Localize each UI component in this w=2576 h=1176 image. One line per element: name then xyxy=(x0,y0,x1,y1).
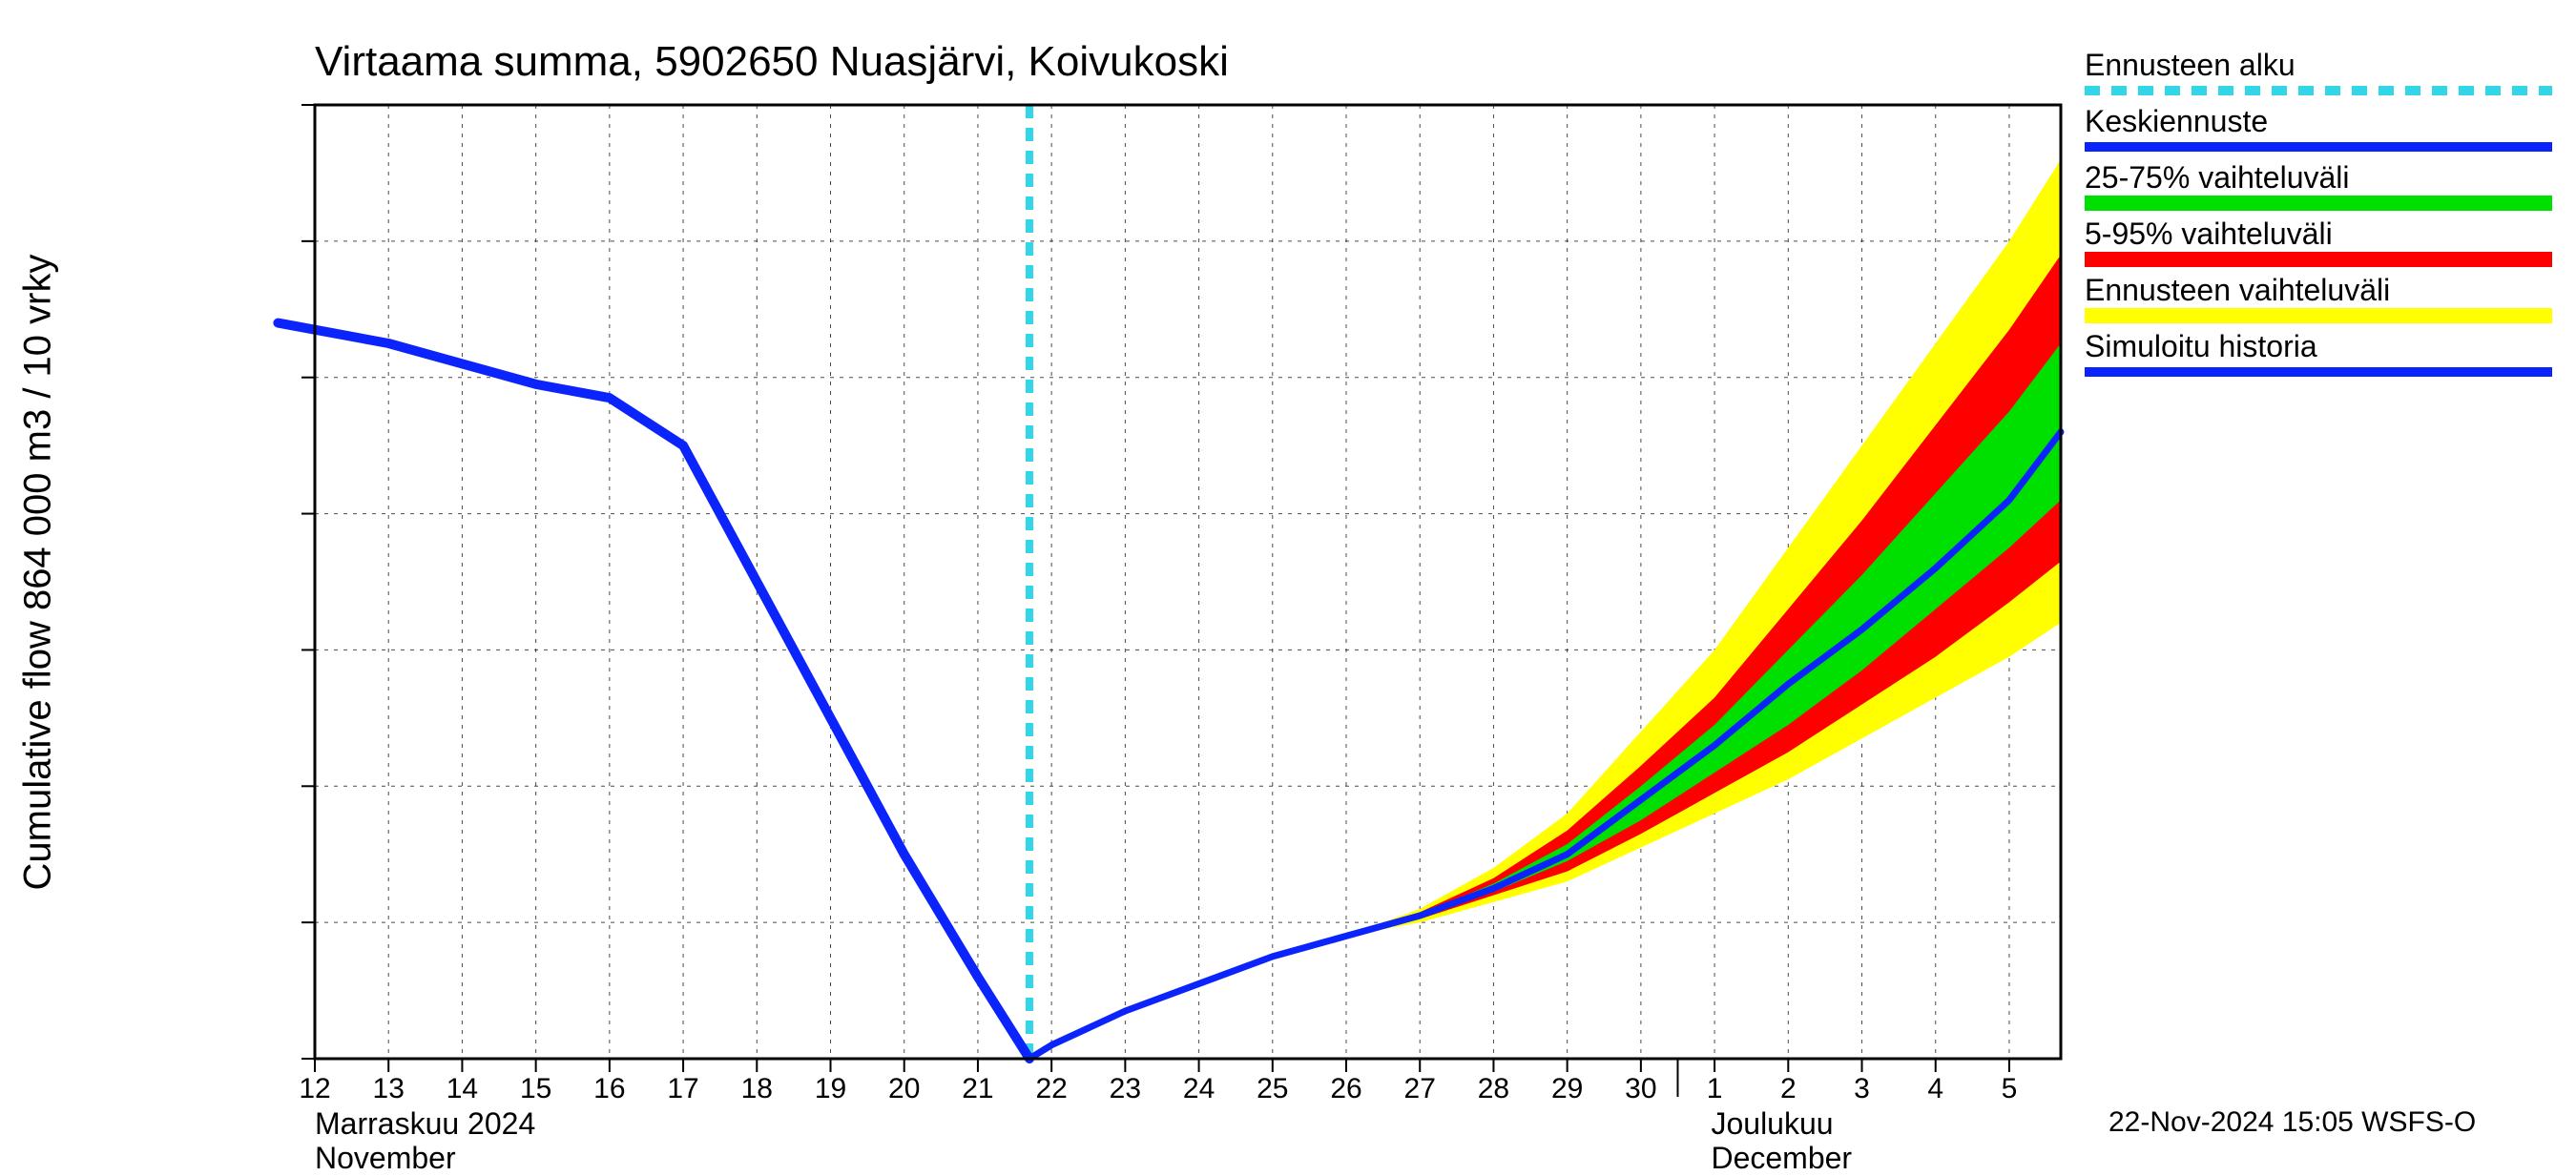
x-tick-label: 20 xyxy=(888,1073,920,1105)
legend-item: Simuloitu historia xyxy=(2085,329,2552,380)
month-a-fi: Marraskuu 2024 xyxy=(315,1106,535,1142)
legend-item-label: Ennusteen alku xyxy=(2085,48,2552,83)
month-b-en: December xyxy=(1711,1141,1852,1176)
x-tick-label: 24 xyxy=(1183,1073,1215,1105)
x-tick-label: 14 xyxy=(447,1073,478,1105)
x-tick-label: 1 xyxy=(1707,1073,1723,1105)
x-tick-label: 13 xyxy=(373,1073,405,1105)
x-tick-label: 4 xyxy=(1927,1073,1943,1105)
footer-timestamp: 22-Nov-2024 15:05 WSFS-O xyxy=(2109,1106,2476,1139)
figure: Virtaama summa, 5902650 Nuasjärvi, Koivu… xyxy=(0,0,2576,1145)
legend-item-label: Keskiennuste xyxy=(2085,104,2552,139)
x-tick-label: 17 xyxy=(667,1073,698,1105)
x-tick-label: 2 xyxy=(1780,1073,1797,1105)
x-tick-label: 29 xyxy=(1551,1073,1583,1105)
chart-plot-area xyxy=(315,105,2061,1059)
x-tick-label: 28 xyxy=(1478,1073,1509,1105)
y-axis-label: Cumulative flow 864 000 m3 / 10 vrky xyxy=(17,255,60,891)
chart-title: Virtaama summa, 5902650 Nuasjärvi, Koivu… xyxy=(315,38,1229,86)
legend-item-label: 5-95% vaihteluväli xyxy=(2085,217,2552,252)
x-tick-label: 3 xyxy=(1854,1073,1870,1105)
legend-item-swatch xyxy=(2085,83,2552,98)
legend-item-label: Ennusteen vaihteluväli xyxy=(2085,273,2552,308)
x-tick-label: 19 xyxy=(815,1073,846,1105)
legend: Ennusteen alku Keskiennuste 25-75% vaihtel… xyxy=(2085,48,2552,385)
legend-item-label: 25-75% vaihteluväli xyxy=(2085,160,2552,196)
x-tick-label: 27 xyxy=(1404,1073,1436,1105)
legend-item-label: Simuloitu historia xyxy=(2085,329,2552,364)
legend-item: 25-75% vaihteluväli xyxy=(2085,160,2552,211)
legend-item-swatch xyxy=(2085,364,2552,380)
x-tick-labels: 1213141516171819202122232425262728293012… xyxy=(315,1073,2061,1111)
legend-item-swatch xyxy=(2085,252,2552,267)
x-tick-label: 26 xyxy=(1330,1073,1361,1105)
x-tick-label: 5 xyxy=(2002,1073,2018,1105)
x-tick-label: 16 xyxy=(593,1073,625,1105)
legend-item-swatch xyxy=(2085,196,2552,211)
x-tick-label: 21 xyxy=(962,1073,993,1105)
x-tick-label: 12 xyxy=(299,1073,330,1105)
x-tick-label: 15 xyxy=(520,1073,551,1105)
month-b-fi: Joulukuu xyxy=(1711,1106,1833,1142)
x-tick-label: 30 xyxy=(1625,1073,1656,1105)
x-tick-label: 18 xyxy=(741,1073,773,1105)
legend-item: Keskiennuste xyxy=(2085,104,2552,155)
legend-item-swatch xyxy=(2085,308,2552,323)
legend-item: Ennusteen alku xyxy=(2085,48,2552,98)
x-tick-label: 22 xyxy=(1035,1073,1067,1105)
x-tick-label: 25 xyxy=(1257,1073,1288,1105)
legend-item-swatch xyxy=(2085,139,2552,155)
month-a-en: November xyxy=(315,1141,456,1176)
x-tick-label: 23 xyxy=(1110,1073,1141,1105)
legend-item: Ennusteen vaihteluväli xyxy=(2085,273,2552,323)
legend-item: 5-95% vaihteluväli xyxy=(2085,217,2552,267)
